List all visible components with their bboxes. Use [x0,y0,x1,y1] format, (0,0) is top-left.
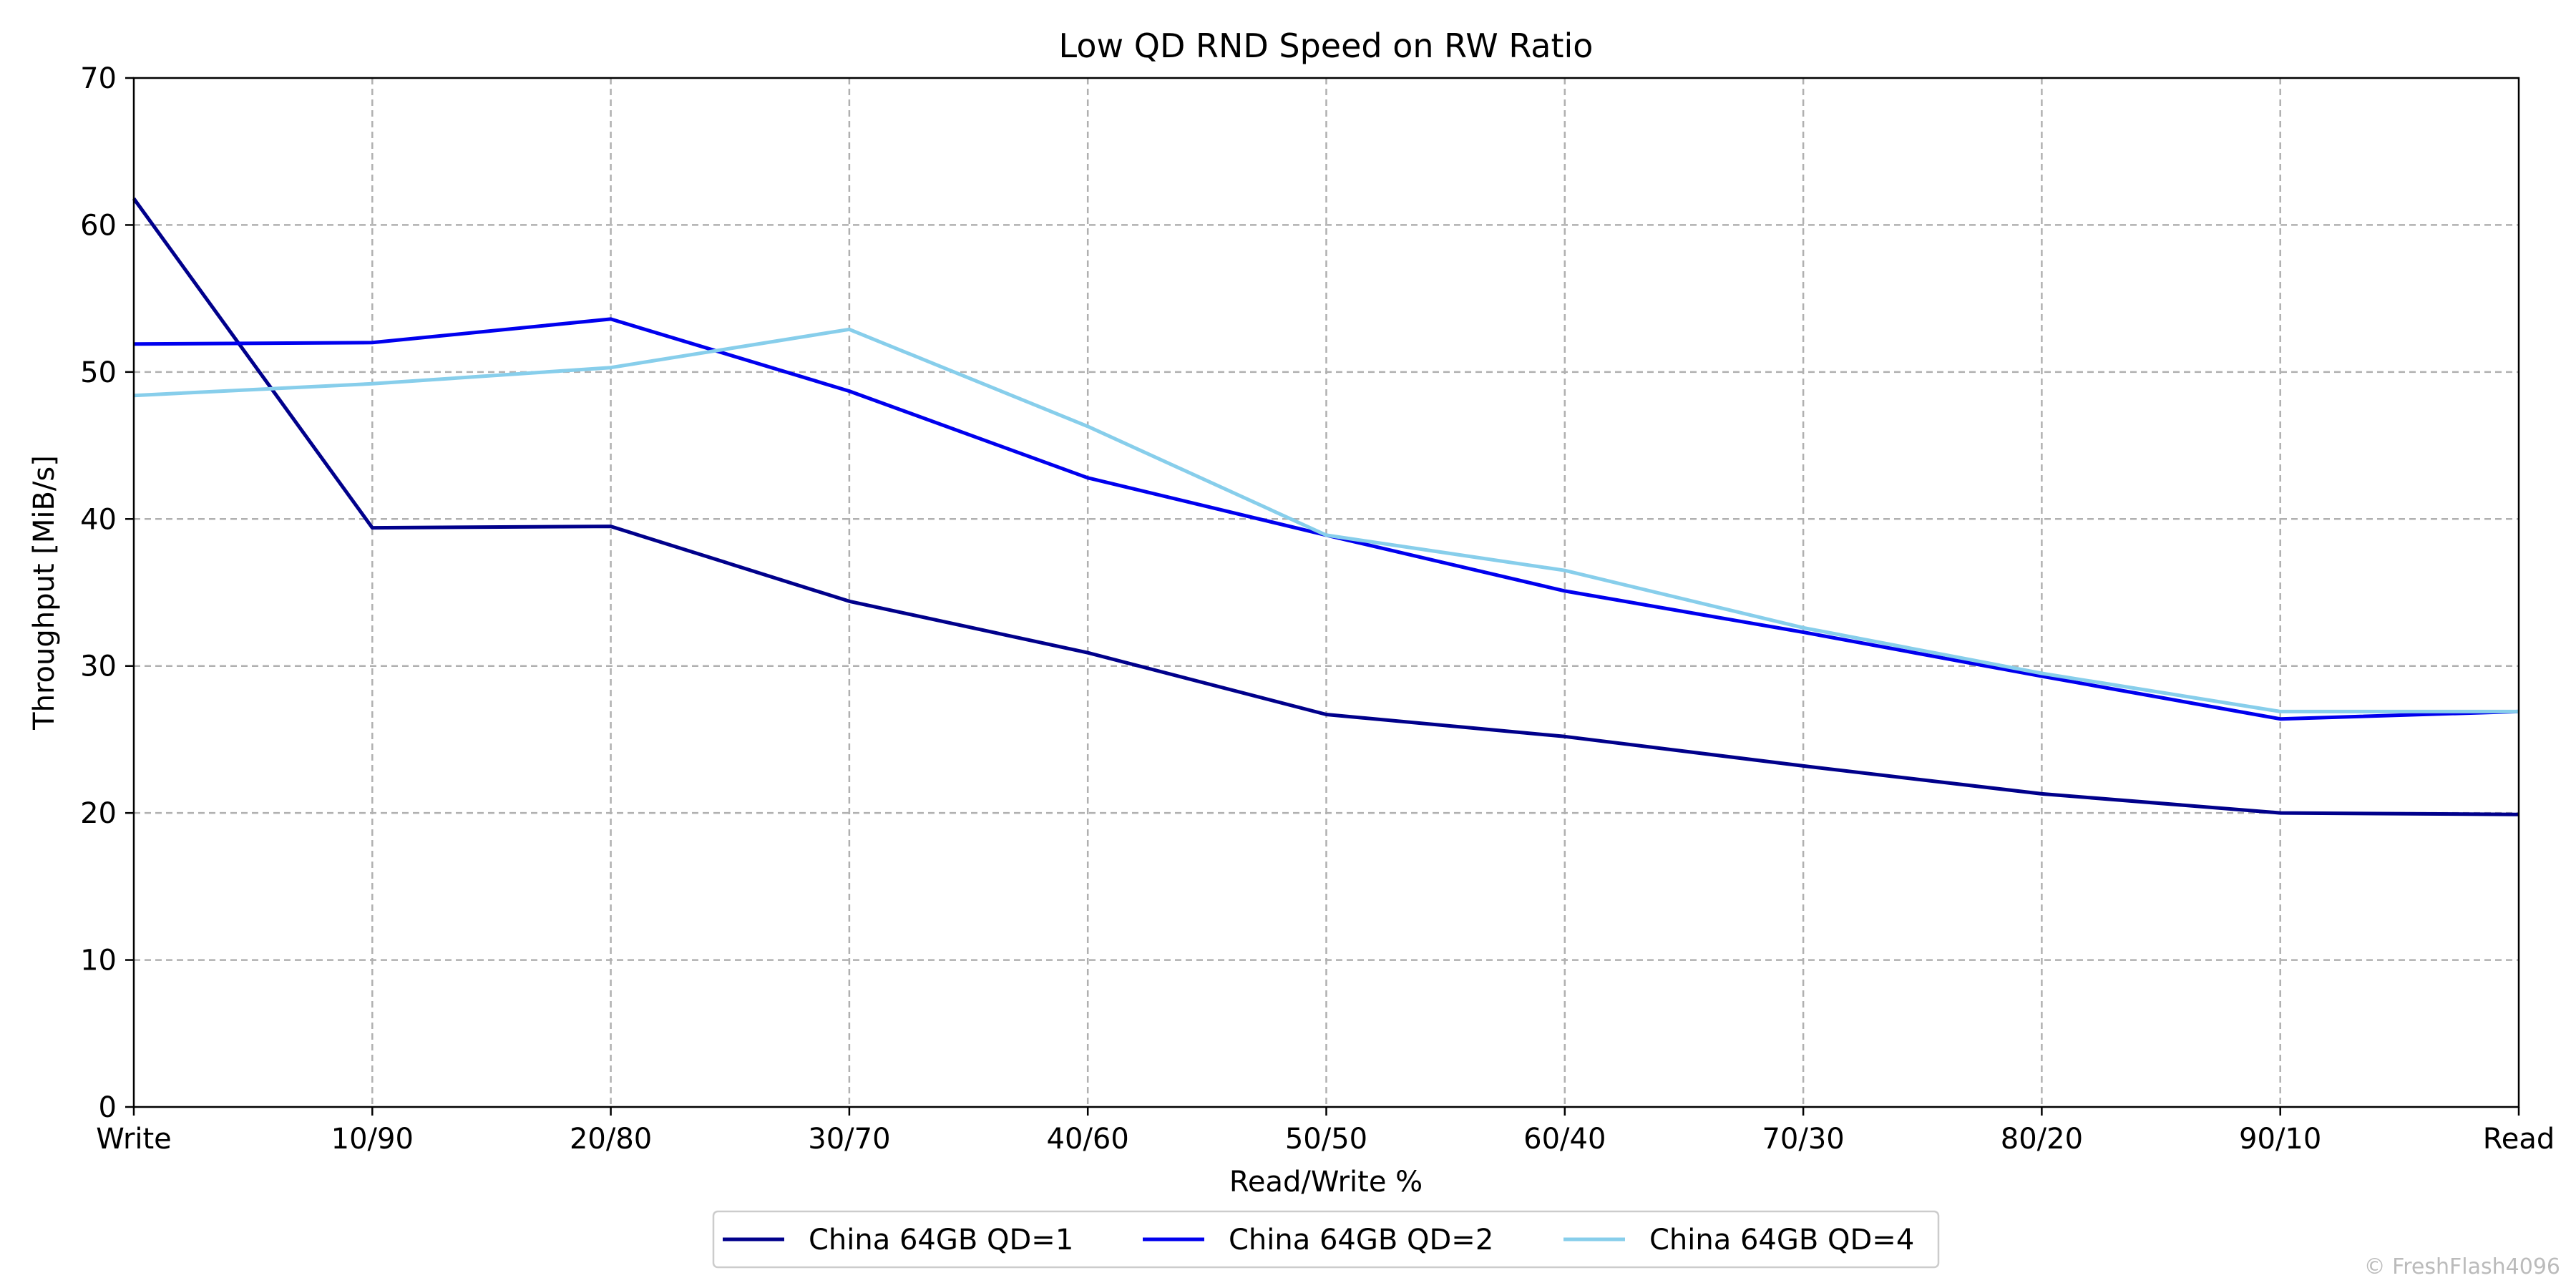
y-tick-label: 20 [80,797,117,830]
grid-lines [134,78,2519,1107]
x-tick-label: 10/90 [331,1123,414,1156]
y-axis-label: Throughput [MiB/s] [28,455,61,731]
legend: China 64GB QD=1 China 64GB QD=2 China 64GB… [712,1210,1940,1269]
y-tick-label: 60 [80,209,117,242]
y-tick-label: 10 [80,945,117,977]
y-tick-label: 70 [80,62,117,95]
x-tick-label: 40/60 [1047,1123,1129,1156]
x-tick-label: 70/30 [1762,1123,1844,1156]
watermark: © FreshFlash4096 [2364,1254,2560,1279]
legend-label: China 64GB QD=2 [1229,1224,1493,1257]
x-tick-label: 30/70 [808,1123,890,1156]
x-tick-label: 80/20 [2001,1123,2083,1156]
legend-item: China 64GB QD=1 [723,1224,1073,1257]
x-tick-label: Write [96,1123,172,1156]
series-line-qd4 [133,327,2519,713]
y-tick-label: 40 [80,503,117,536]
x-tick-label: 90/10 [2239,1123,2321,1156]
legend-frame [712,1210,1940,1269]
y-tick-label: 50 [80,356,117,389]
x-tick-label: Read [2483,1123,2555,1156]
x-tick-label: 60/40 [1523,1123,1606,1156]
y-tick-label: 0 [99,1091,117,1124]
x-tick-label: 20/80 [570,1123,652,1156]
x-tick-label: 50/50 [1285,1123,1367,1156]
y-tick-label: 30 [80,650,117,683]
legend-item: China 64GB QD=2 [1143,1224,1493,1257]
x-axis-label: Read/Write % [1229,1166,1423,1199]
series-line-qd1 [132,197,2519,816]
legend-label: China 64GB QD=4 [1649,1224,1914,1257]
legend-item: China 64GB QD=4 [1563,1224,1914,1257]
series-lines [132,197,2519,816]
chart-title: Low QD RND Speed on RW Ratio [1059,26,1594,65]
legend-label: China 64GB QD=1 [809,1224,1073,1257]
axis-ticks: Write 10/90 20/80 30/70 40/60 50/50 60/40 70/30… [80,62,2555,1156]
